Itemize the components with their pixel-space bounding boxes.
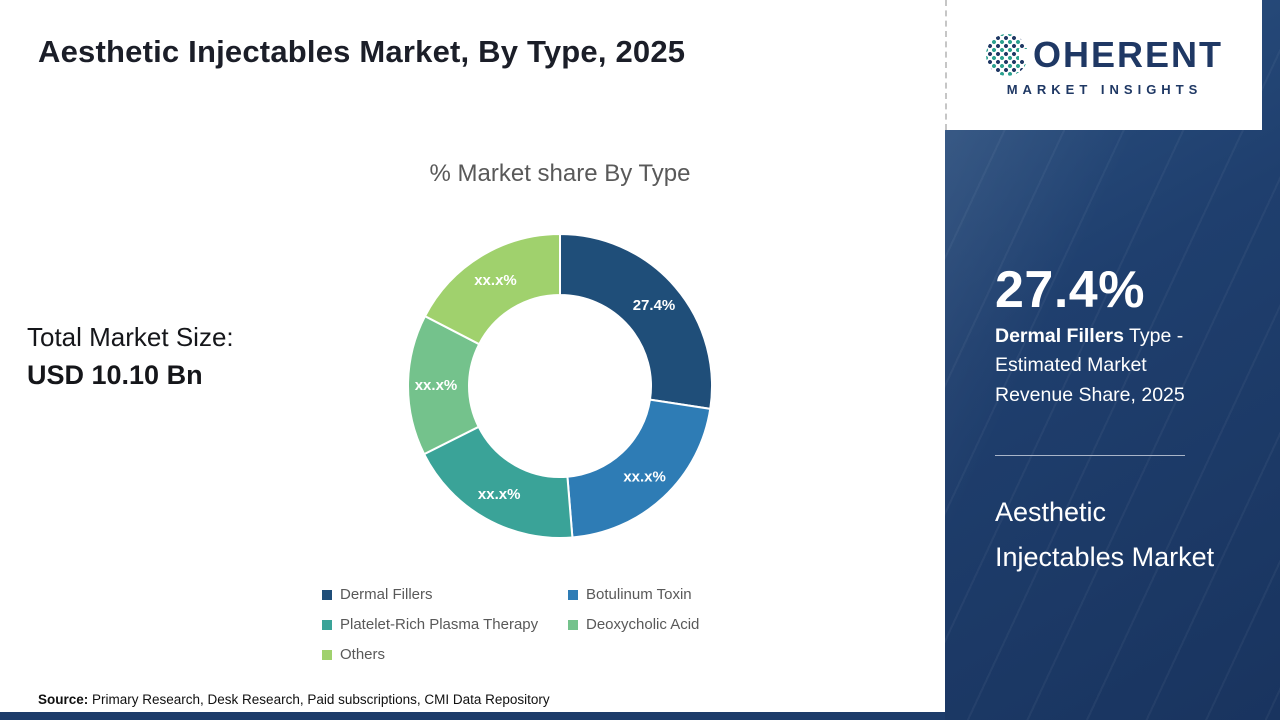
stat-rest: Type - Estimated Market Revenue Share, 2… xyxy=(995,325,1185,406)
donut-label-3: xx.x% xyxy=(415,377,458,394)
legend-swatch-icon xyxy=(322,619,332,630)
brand-row: OHERENT xyxy=(985,33,1223,76)
donut-label-1: xx.x% xyxy=(623,469,666,486)
logo-c-globe-icon xyxy=(985,33,1030,76)
legend-swatch-icon xyxy=(568,589,578,600)
chart-legend: Dermal Fillers Botulinum Toxin Platelet-Ri… xyxy=(322,586,699,663)
donut-label-4: xx.x% xyxy=(474,272,517,289)
divider-line xyxy=(995,455,1185,456)
chart-title: % Market share By Type xyxy=(429,160,691,187)
source-label: Source: xyxy=(38,692,89,707)
source-note: Source: Primary Research, Desk Research,… xyxy=(38,692,550,707)
legend-item-3: Deoxycholic Acid xyxy=(568,616,699,633)
legend-swatch-icon xyxy=(568,619,578,630)
donut-chart: 27.4% xx.x% xx.x% xx.x% xx.x% xyxy=(407,232,713,539)
donut-segment-0 xyxy=(559,232,713,410)
legend-item-2: Platelet-Rich Plasma Therapy xyxy=(322,616,568,633)
legend-item-1: Botulinum Toxin xyxy=(568,586,699,603)
stat-description: Dermal Fillers Type - Estimated Market R… xyxy=(995,322,1223,410)
total-market-size: Total Market Size: USD 10.10 Bn xyxy=(27,322,234,391)
legend-item-0: Dermal Fillers xyxy=(322,586,568,603)
bottom-accent-bar xyxy=(0,712,945,720)
total-market-size-value: USD 10.10 Bn xyxy=(27,360,203,390)
page-title: Aesthetic Injectables Market, By Type, 2… xyxy=(38,34,686,69)
legend-label: Deoxycholic Acid xyxy=(586,616,700,633)
legend-label: Platelet-Rich Plasma Therapy xyxy=(340,616,539,633)
stat-value: 27.4% xyxy=(995,261,1145,319)
brand-tagline: MARKET INSIGHTS xyxy=(1006,81,1203,97)
brand-name: OHERENT xyxy=(1032,33,1223,75)
legend-label: Botulinum Toxin xyxy=(586,586,692,603)
legend-label: Others xyxy=(340,646,386,663)
legend-swatch-icon xyxy=(322,589,332,600)
total-market-size-label: Total Market Size: xyxy=(27,322,234,352)
source-text: Primary Research, Desk Research, Paid su… xyxy=(88,692,550,707)
legend-item-4: Others xyxy=(322,646,568,663)
brand-logo: OHERENT MARKET INSIGHTS xyxy=(945,0,1262,130)
legend-swatch-icon xyxy=(322,649,332,660)
stat-highlight: Dermal Fillers xyxy=(995,325,1124,347)
main-content: Aesthetic Injectables Market, By Type, 2… xyxy=(0,34,945,720)
donut-label-0: 27.4% xyxy=(633,297,676,314)
legend-label: Dermal Fillers xyxy=(340,586,433,603)
donut-label-2: xx.x% xyxy=(478,486,521,503)
donut-segment-4 xyxy=(423,232,561,346)
side-panel-content: 27.4% Dermal Fillers Type - Estimated Ma… xyxy=(945,0,1280,720)
market-title: Aesthetic Injectables Market xyxy=(995,497,1215,573)
